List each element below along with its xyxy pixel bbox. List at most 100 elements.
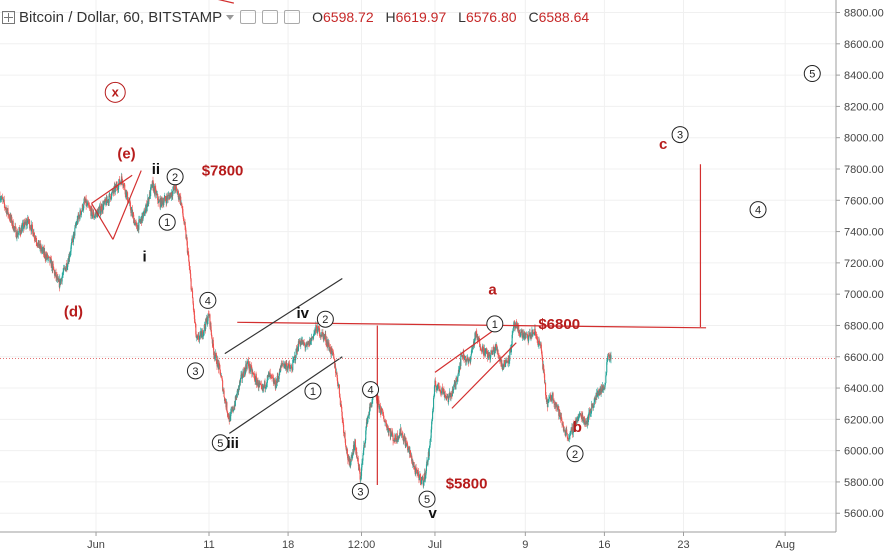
candle-body [1, 196, 3, 199]
eye-icon[interactable] [240, 10, 257, 24]
candle-body [83, 201, 85, 209]
chart-header: Bitcoin / Dollar, 60, BITSTAMP O6598.72 … [0, 6, 589, 28]
candle-body [575, 425, 577, 426]
candle-body [390, 430, 392, 436]
candle-body [175, 185, 177, 188]
candle-body [415, 468, 417, 469]
candle-body [605, 372, 607, 376]
candle-body [121, 179, 123, 184]
close-value: 6588.64 [538, 9, 590, 25]
candle-body [468, 359, 470, 363]
candle-body [0, 199, 2, 200]
candle-body [341, 406, 343, 412]
line-channel-lower[interactable] [228, 356, 343, 434]
candle-body [82, 204, 84, 211]
x-tick-label: 16 [598, 539, 610, 551]
settings-icon[interactable] [262, 10, 279, 24]
candle-body [272, 377, 274, 379]
line-arrow-top[interactable] [181, 0, 234, 4]
candle-body [587, 415, 589, 423]
candle-body [194, 319, 196, 323]
candle-body [479, 340, 481, 347]
candle-body [89, 207, 91, 209]
candle-body [217, 359, 219, 364]
y-axis-panel[interactable] [836, 0, 892, 532]
candle-body [336, 372, 338, 378]
x-axis-panel[interactable] [0, 532, 892, 556]
candle-body [134, 220, 136, 225]
candle-body [275, 387, 277, 389]
candle-body [207, 320, 209, 325]
candle-body [497, 354, 500, 356]
candle-body [432, 397, 435, 409]
candle-body [282, 363, 284, 365]
candle-body [423, 481, 425, 486]
dropdown-caret-icon[interactable] [226, 14, 235, 20]
candle-body [171, 192, 173, 196]
candle-body [344, 432, 346, 440]
candle-body [415, 468, 417, 474]
candle-body [363, 444, 365, 451]
candle-body [448, 395, 450, 402]
candle-body [361, 462, 363, 468]
wave-text: 4 [205, 295, 211, 307]
candle-body [307, 343, 309, 346]
line-channel-a-lower[interactable] [451, 342, 517, 409]
candle-body [418, 476, 420, 481]
candle-body [356, 451, 358, 458]
candle-body [199, 336, 201, 340]
candle-body [240, 374, 242, 378]
crosshair-plus-icon[interactable] [2, 10, 15, 24]
candle-body [369, 406, 371, 408]
candle-body [417, 470, 419, 473]
line-channel-upper[interactable] [224, 278, 343, 355]
candle-body [143, 210, 146, 216]
candle-body [319, 335, 321, 337]
wave-label-(e): (e) [117, 145, 135, 162]
y-tick-label: 8400.00 [844, 70, 884, 82]
candle-body [280, 363, 283, 367]
candle-body [430, 429, 432, 438]
wave-label-b: b [573, 419, 582, 436]
candle-body [89, 208, 91, 210]
candle-body [591, 403, 593, 412]
candle-body [121, 176, 123, 180]
candle-body [263, 385, 265, 389]
candle-body [195, 334, 197, 338]
candle-body [530, 334, 532, 339]
y-tick-label: 7400.00 [844, 227, 884, 239]
close-icon[interactable] [284, 10, 301, 24]
symbol-title[interactable]: Bitcoin / Dollar, 60, BITSTAMP [19, 8, 223, 26]
candle-body [244, 368, 246, 370]
candle-body [175, 185, 177, 191]
x-tick-label: Aug [775, 539, 795, 551]
candle-body [169, 194, 171, 199]
candle-body [554, 404, 556, 406]
candle-body [433, 386, 436, 397]
line-neckline-6800[interactable] [237, 321, 707, 329]
candle-body [402, 434, 404, 440]
candle-body [249, 370, 251, 371]
candle-body [301, 340, 303, 345]
candle-body [194, 322, 196, 325]
candle-body [299, 341, 301, 345]
candle-body [198, 335, 200, 340]
candle-body [371, 401, 373, 407]
candle-body [574, 421, 576, 426]
candle-body [393, 440, 395, 442]
close-label: C [528, 9, 539, 25]
candle-body [221, 376, 223, 379]
candle-body [98, 209, 100, 215]
candle-body [547, 401, 549, 408]
line-wedge-e-upper[interactable] [91, 174, 133, 204]
line-channel-a-upper[interactable] [434, 326, 499, 373]
candle-body [197, 335, 199, 338]
candles [0, 172, 612, 489]
line-wedge-e-lower[interactable] [112, 170, 142, 240]
candle-body [181, 202, 183, 207]
line-wedge-e-upper2[interactable] [90, 203, 114, 240]
candle-body [182, 206, 184, 214]
candle-body [199, 331, 201, 337]
candle-body [165, 199, 167, 201]
